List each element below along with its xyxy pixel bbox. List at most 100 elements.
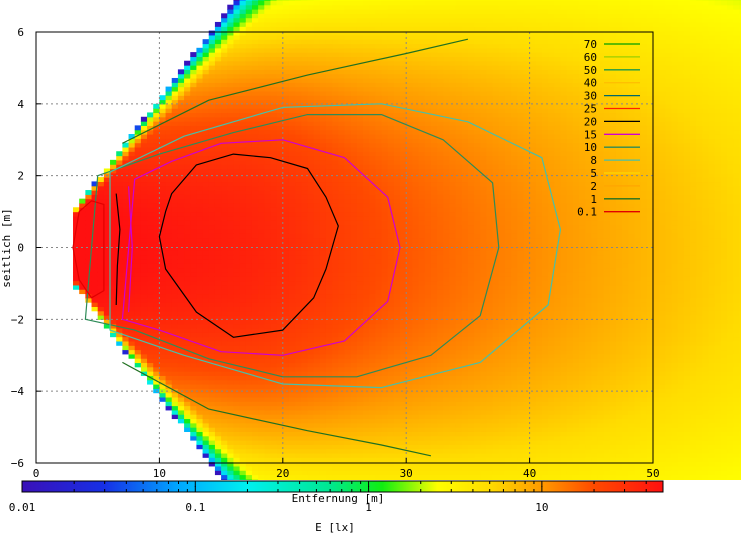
heatmap-cell — [264, 285, 271, 290]
heatmap-cell — [351, 181, 358, 186]
heatmap-cell — [326, 35, 333, 40]
heatmap-cell — [246, 160, 253, 165]
heatmap-cell — [209, 220, 216, 225]
heatmap-cell — [264, 341, 271, 346]
heatmap-cell — [345, 87, 352, 92]
heatmap-cell — [172, 143, 179, 148]
heatmap-cell — [363, 453, 370, 458]
heatmap-cell — [147, 345, 154, 350]
heatmap-cell — [320, 225, 327, 230]
heatmap-cell — [326, 328, 333, 333]
heatmap-cell — [264, 431, 271, 436]
heatmap-cell — [227, 173, 234, 178]
heatmap-cell — [221, 462, 228, 467]
heatmap-cell — [178, 117, 185, 122]
heatmap-cell — [283, 246, 290, 251]
heatmap-cell — [289, 220, 296, 225]
heatmap-cell — [295, 225, 302, 230]
heatmap-cell — [314, 466, 321, 471]
heatmap-cell — [369, 436, 376, 441]
heatmap-cell — [184, 285, 191, 290]
heatmap-cell — [252, 199, 259, 204]
heatmap-cell — [172, 212, 179, 217]
heatmap-cell — [227, 242, 234, 247]
heatmap-cell — [351, 151, 358, 156]
heatmap-cell — [233, 319, 240, 324]
heatmap-cell — [184, 380, 191, 385]
heatmap-cell — [363, 203, 370, 208]
heatmap-cell — [209, 164, 216, 169]
heatmap-cell — [85, 237, 92, 242]
heatmap-cell — [270, 281, 277, 286]
heatmap-cell — [240, 143, 247, 148]
heatmap-cell — [233, 52, 240, 57]
heatmap-cell — [264, 164, 271, 169]
heatmap-cell — [166, 306, 173, 311]
heatmap-cell — [369, 306, 376, 311]
heatmap-cell — [196, 168, 203, 173]
heatmap-cell — [264, 91, 271, 96]
heatmap-cell — [307, 242, 314, 247]
heatmap-cell — [351, 302, 358, 307]
heatmap-cell — [375, 134, 382, 139]
heatmap-cell — [166, 380, 173, 385]
heatmap-cell — [227, 462, 234, 467]
heatmap-cell — [338, 427, 345, 432]
heatmap-cell — [258, 319, 265, 324]
heatmap-cell — [320, 302, 327, 307]
heatmap-cell — [332, 18, 339, 23]
heatmap-cell — [196, 121, 203, 126]
heatmap-cell — [301, 362, 308, 367]
heatmap-cell — [172, 362, 179, 367]
heatmap-cell — [332, 22, 339, 27]
heatmap-cell — [141, 293, 148, 298]
heatmap-cell — [258, 500, 265, 505]
heatmap-cell — [307, 513, 314, 518]
heatmap-cell — [320, 13, 327, 18]
heatmap-cell — [332, 207, 339, 212]
heatmap-cell — [345, 52, 352, 57]
heatmap-cell — [363, 190, 370, 195]
heatmap-cell — [351, 345, 358, 350]
heatmap-cell — [159, 367, 166, 372]
heatmap-cell — [320, 43, 327, 48]
heatmap-cell — [357, 474, 364, 479]
heatmap-cell — [314, 509, 321, 514]
heatmap-cell — [289, 168, 296, 173]
heatmap-cell — [363, 156, 370, 161]
heatmap-cell — [326, 418, 333, 423]
heatmap-cell — [240, 160, 247, 165]
heatmap-cell — [178, 91, 185, 96]
heatmap-cell — [147, 181, 154, 186]
heatmap-cell — [172, 259, 179, 264]
heatmap-cell — [252, 268, 259, 273]
heatmap-cell — [221, 457, 228, 462]
heatmap-cell — [357, 26, 364, 31]
heatmap-cell — [351, 276, 358, 281]
heatmap-cell — [98, 190, 105, 195]
heatmap-cell — [307, 453, 314, 458]
heatmap-cell — [215, 431, 222, 436]
heatmap-cell — [332, 289, 339, 294]
heatmap-cell — [184, 104, 191, 109]
heatmap-cell — [332, 371, 339, 376]
heatmap-cell — [270, 143, 277, 148]
heatmap-cell — [283, 35, 290, 40]
heatmap-cell — [357, 87, 364, 92]
heatmap-cell — [307, 518, 314, 523]
heatmap-cell — [357, 0, 364, 5]
heatmap-cell — [301, 311, 308, 316]
heatmap-cell — [314, 444, 321, 449]
heatmap-cell — [233, 39, 240, 44]
heatmap-cell — [382, 220, 389, 225]
heatmap-cell — [375, 168, 382, 173]
heatmap-cell — [301, 69, 308, 74]
heatmap-cell — [122, 263, 129, 268]
heatmap-cell — [351, 52, 358, 57]
heatmap-cell — [172, 302, 179, 307]
heatmap-cell — [240, 436, 247, 441]
heatmap-cell — [314, 505, 321, 510]
heatmap-cell — [270, 276, 277, 281]
heatmap-cell — [283, 375, 290, 380]
heatmap-cell — [338, 225, 345, 230]
